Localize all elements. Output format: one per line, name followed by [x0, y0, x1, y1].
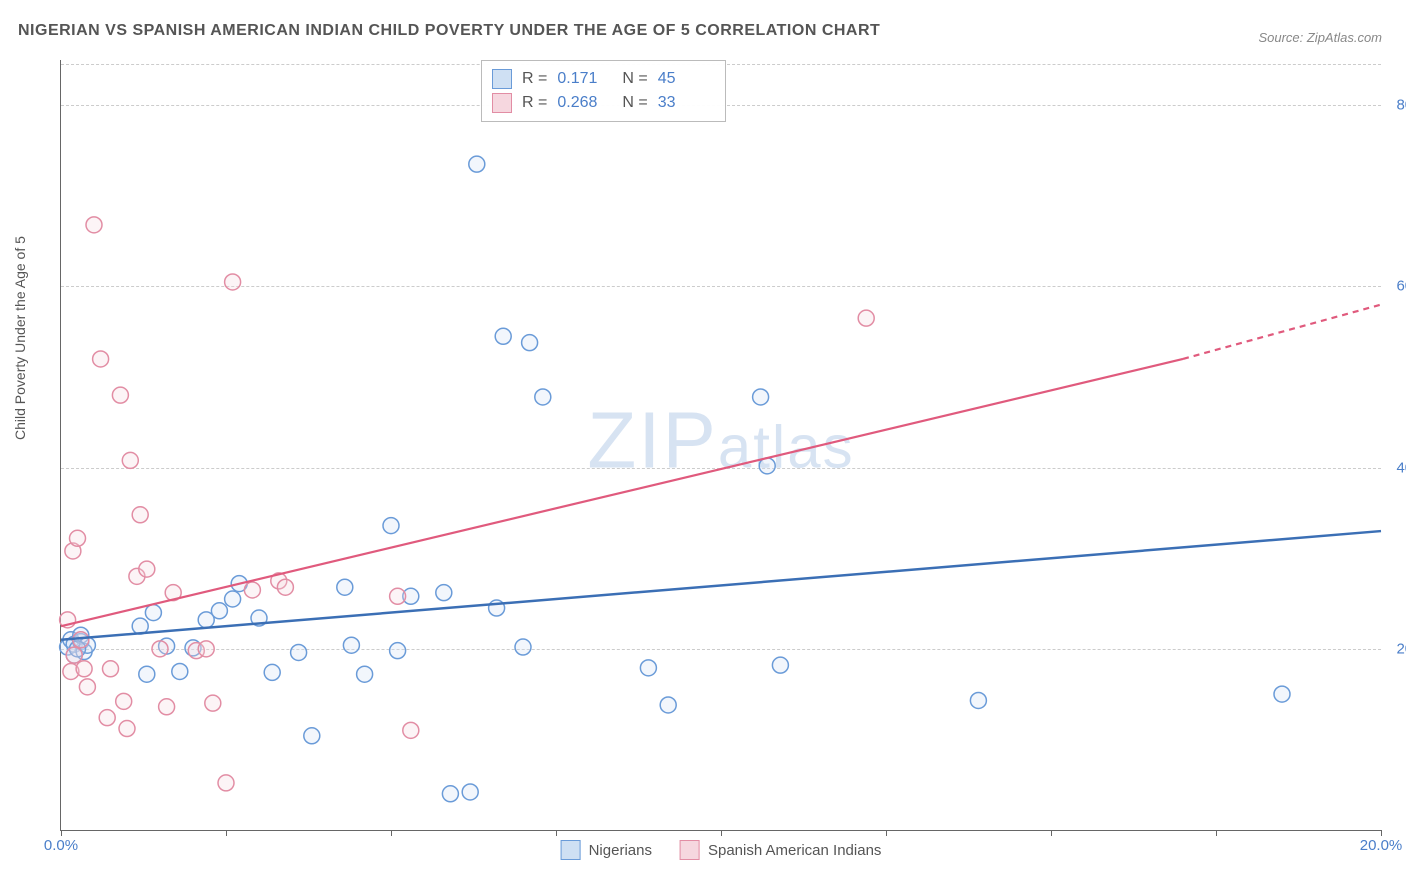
r-value-0: 0.171: [557, 70, 612, 88]
legend-item-spanish: Spanish American Indians: [680, 840, 881, 860]
swatch-nigerians: [492, 69, 512, 89]
n-label-0: N =: [622, 70, 647, 88]
legend-swatch-spanish: [680, 840, 700, 860]
chart-plot-area: ZIPatlas 20.0%40.0%60.0%80.0% 0.0%20.0% …: [60, 60, 1381, 831]
legend-item-nigerians: Nigerians: [561, 840, 652, 860]
y-axis-label: Child Poverty Under the Age of 5: [12, 236, 28, 440]
chart-title: NIGERIAN VS SPANISH AMERICAN INDIAN CHIL…: [18, 22, 880, 40]
r-value-1: 0.268: [557, 94, 612, 112]
n-value-1: 33: [658, 94, 713, 112]
scatter-svg: [61, 60, 1381, 830]
stat-row-spanish: R = 0.268 N = 33: [492, 91, 713, 115]
legend-label-spanish: Spanish American Indians: [708, 842, 881, 859]
r-label-1: R =: [522, 94, 547, 112]
legend-swatch-nigerians: [561, 840, 581, 860]
stat-row-nigerians: R = 0.171 N = 45: [492, 67, 713, 91]
n-value-0: 45: [658, 70, 713, 88]
n-label-1: N =: [622, 94, 647, 112]
correlation-stats-box: R = 0.171 N = 45 R = 0.268 N = 33: [481, 60, 726, 122]
r-label-0: R =: [522, 70, 547, 88]
legend-label-nigerians: Nigerians: [589, 842, 652, 859]
legend: Nigerians Spanish American Indians: [561, 840, 882, 860]
swatch-spanish: [492, 93, 512, 113]
source-label: Source: ZipAtlas.com: [1258, 30, 1382, 45]
